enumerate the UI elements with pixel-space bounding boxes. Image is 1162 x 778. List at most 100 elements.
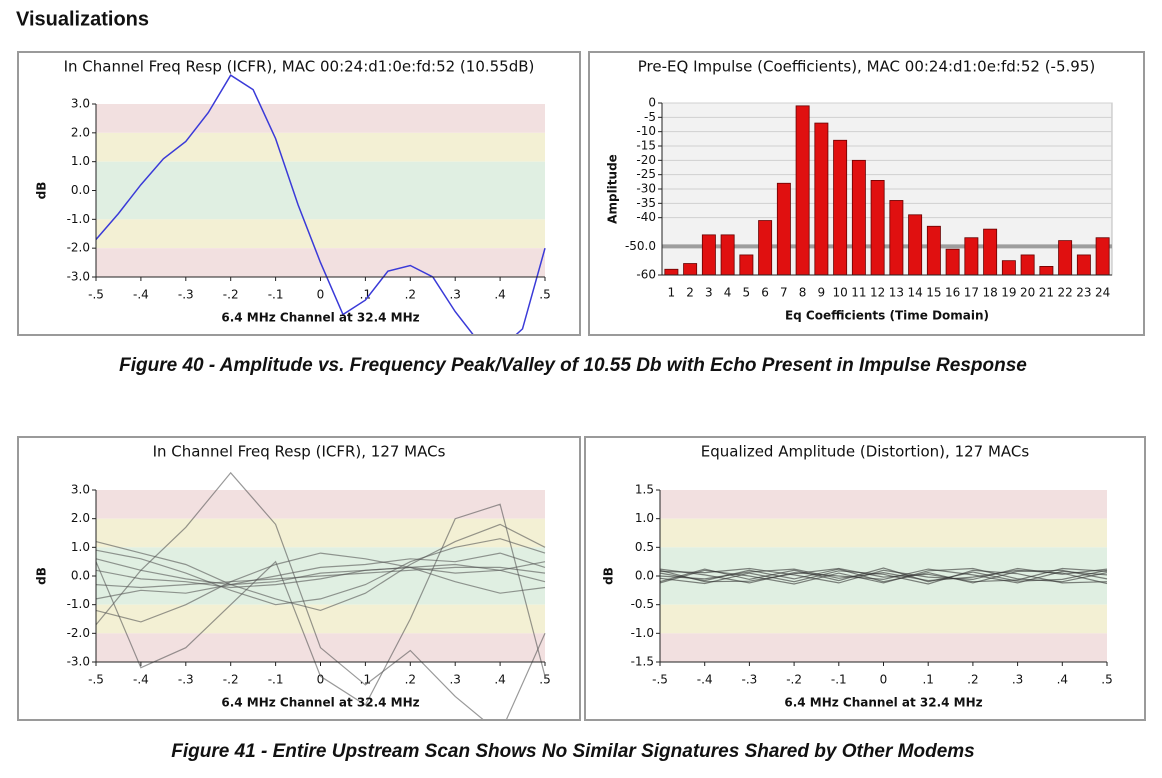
x-tick-label: 5 (743, 286, 751, 300)
x-tick-label: -.1 (268, 288, 284, 302)
bar (1020, 254, 1035, 276)
bar (1039, 265, 1054, 276)
bar (1058, 240, 1073, 276)
x-tick-label: 11 (851, 286, 866, 300)
series-line (95, 74, 546, 334)
x-tick-label: 7 (780, 286, 788, 300)
x-tick-label: 10 (832, 286, 847, 300)
x-tick-label: .1 (360, 288, 371, 302)
series-line (95, 552, 546, 623)
x-tick-label: 21 (1039, 286, 1054, 300)
y-tick-label: -60 (636, 268, 656, 282)
heading: Visualizations (16, 8, 149, 30)
bar (908, 214, 923, 276)
x-tick-label: .1 (922, 673, 933, 687)
y-tick-label: -0.5 (631, 597, 654, 611)
x-tick-label: .4 (1057, 673, 1068, 687)
bar (870, 179, 885, 276)
chart-title: In Channel Freq Resp (ICFR), 127 MACs (153, 443, 446, 461)
x-tick-label: -.3 (178, 288, 194, 302)
y-tick-label: -20 (636, 153, 656, 167)
y-tick-label: 3.0 (71, 97, 90, 111)
y-tick-label: 1.0 (71, 154, 90, 168)
x-tick-label: 6 (761, 286, 769, 300)
y-tick-label: -5 (644, 110, 656, 124)
x-tick-label: -.5 (652, 673, 668, 687)
x-tick-label: -.4 (133, 673, 149, 687)
y-tick-label: -3.0 (67, 270, 90, 284)
band (660, 518, 1107, 548)
y-tick-label: 1.5 (635, 483, 654, 497)
bar (758, 220, 773, 276)
caption: Figure 41 - Entire Upstream Scan Shows N… (171, 741, 974, 762)
x-tick-label: .2 (967, 673, 978, 687)
y-tick-label: -1.5 (631, 655, 654, 669)
x-tick-label: 0 (317, 673, 325, 687)
x-tick-label: -.1 (831, 673, 847, 687)
series-group (95, 471, 546, 719)
x-tick-label: 24 (1095, 286, 1110, 300)
x-tick-label: 2 (686, 286, 694, 300)
y-tick-label: -15 (636, 139, 656, 153)
band (96, 161, 545, 220)
x-tick-label: .5 (539, 673, 550, 687)
x-tick-label: -.2 (223, 673, 239, 687)
y-tick-label: -1.0 (67, 597, 90, 611)
bar (683, 263, 698, 276)
y-axis-title: dB (602, 567, 616, 585)
bar (1095, 237, 1110, 276)
x-tick-label: 23 (1076, 286, 1091, 300)
y-tick-label: 1.0 (71, 540, 90, 554)
bar (945, 248, 960, 276)
band (660, 633, 1107, 662)
series-line (95, 471, 546, 719)
band (96, 604, 545, 634)
band (96, 490, 545, 519)
caption: Figure 40 - Amplitude vs. Frequency Peak… (119, 355, 1027, 376)
bar (1076, 254, 1091, 276)
series-line (95, 552, 546, 600)
bar (833, 139, 848, 276)
bar (814, 122, 829, 276)
chart-title: Equalized Amplitude (Distortion), 127 MA… (701, 443, 1030, 461)
y-tick-label: 0.0 (71, 183, 90, 197)
x-tick-label: .3 (1012, 673, 1023, 687)
x-axis-title: 6.4 MHz Channel at 32.4 MHz (221, 696, 419, 710)
series-line (659, 567, 1108, 584)
x-tick-label: -.2 (223, 288, 239, 302)
x-tick-label: .5 (539, 288, 550, 302)
x-tick-label: -.5 (88, 673, 104, 687)
x-tick-label: 3 (705, 286, 713, 300)
x-tick-label: -.4 (697, 673, 713, 687)
y-tick-label: -25 (636, 167, 656, 181)
y-tick-label: -40 (636, 210, 656, 224)
y-tick-label: -30 (636, 182, 656, 196)
bar (983, 228, 998, 276)
x-tick-label: .3 (449, 288, 460, 302)
series-group (659, 567, 1108, 585)
x-axis-title: 6.4 MHz Channel at 32.4 MHz (221, 311, 419, 325)
series-line (95, 503, 546, 706)
band (96, 132, 545, 162)
x-tick-label: 8 (799, 286, 807, 300)
x-tick-label: .2 (405, 288, 416, 302)
x-tick-label: 17 (964, 286, 979, 300)
x-tick-label: 12 (870, 286, 885, 300)
y-tick-label: 0.0 (635, 569, 654, 583)
series-line (659, 568, 1108, 584)
bar (776, 182, 791, 276)
band (96, 518, 545, 548)
reference-label: -50.0 (625, 239, 656, 253)
y-tick-label: 0 (648, 96, 656, 110)
y-axis-title: Amplitude (606, 154, 620, 224)
x-tick-label: 22 (1057, 286, 1072, 300)
x-tick-label: 20 (1020, 286, 1035, 300)
x-tick-label: -.1 (268, 673, 284, 687)
bar (701, 234, 716, 276)
x-tick-label: -.2 (786, 673, 802, 687)
series-group (95, 74, 546, 334)
x-tick-label: -.3 (742, 673, 758, 687)
x-tick-label: 0 (317, 288, 325, 302)
y-tick-label: -1.0 (67, 212, 90, 226)
x-tick-label: 14 (907, 286, 922, 300)
